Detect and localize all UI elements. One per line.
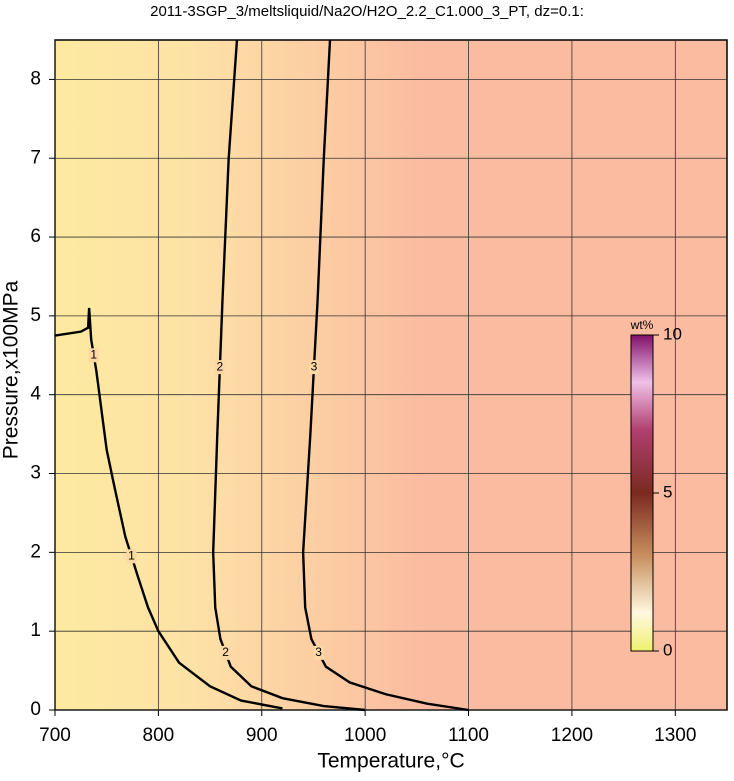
y-tick-label: 6 bbox=[30, 226, 41, 247]
x-tick-label: 1200 bbox=[551, 725, 593, 746]
contour-label: 1 bbox=[90, 347, 97, 361]
x-axis-label: Temperature,°C bbox=[317, 750, 464, 773]
colorbar bbox=[630, 334, 654, 652]
chart-title: 2011-3SGP_3/meltsliquid/Na2O/H2O_2.2_C1.… bbox=[150, 3, 584, 20]
y-tick-label: 3 bbox=[30, 463, 41, 484]
y-tick-label: 7 bbox=[30, 147, 41, 168]
contour-line bbox=[301, 39, 469, 712]
contour-label-bg bbox=[308, 360, 319, 375]
contour-label: 2 bbox=[217, 359, 224, 373]
contour-label-bg bbox=[313, 645, 324, 660]
y-tick-label: 4 bbox=[30, 384, 41, 405]
x-tick-label: 900 bbox=[246, 725, 278, 746]
x-tick-label: 1000 bbox=[344, 725, 386, 746]
y-axis-label: Pressure,x100MPa bbox=[0, 280, 23, 459]
plot-background bbox=[55, 40, 727, 710]
x-tick-label: 700 bbox=[39, 725, 71, 746]
contour-label-bg bbox=[126, 549, 137, 564]
contour-label: 1 bbox=[128, 548, 135, 562]
y-tick-label: 8 bbox=[30, 68, 41, 89]
x-tick-label: 800 bbox=[143, 725, 175, 746]
contour-label-bg bbox=[214, 360, 225, 375]
x-tick-label: 1100 bbox=[448, 725, 489, 746]
x-tick-label: 1300 bbox=[654, 725, 696, 746]
contour-line bbox=[54, 307, 283, 710]
y-tick-label: 2 bbox=[30, 541, 41, 562]
contour-label-bg bbox=[220, 645, 231, 660]
colorbar-label: wt% bbox=[630, 318, 654, 332]
contour-label-bg bbox=[88, 348, 99, 363]
contour-label: 2 bbox=[222, 645, 229, 659]
contour-label: 3 bbox=[311, 359, 318, 373]
y-tick-label: 5 bbox=[30, 305, 41, 326]
contour-line bbox=[211, 39, 366, 712]
y-tick-label: 0 bbox=[30, 699, 41, 720]
colorbar-tick-label: 0 bbox=[663, 640, 672, 659]
colorbar-tick-label: 10 bbox=[663, 324, 682, 343]
colorbar-tick-label: 5 bbox=[663, 482, 672, 501]
contour-label: 3 bbox=[315, 645, 322, 659]
y-tick-label: 1 bbox=[30, 620, 41, 641]
